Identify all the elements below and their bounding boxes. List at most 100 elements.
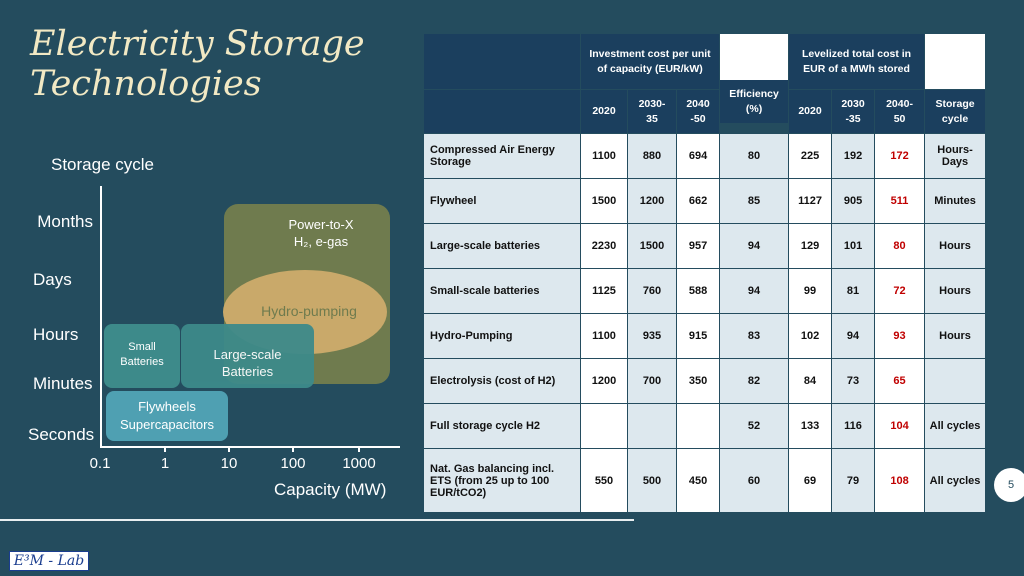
table-cell: 172	[874, 133, 926, 179]
y-level-minutes: Minutes	[33, 374, 93, 393]
table-cell: 1127	[788, 178, 833, 224]
page-title: Electricity Storage Technologies	[30, 24, 365, 104]
header-inv-2030: 2030- 35	[627, 89, 677, 134]
row-technology-name: Flywheel	[423, 178, 581, 224]
x-tick-label: 1000	[342, 455, 376, 472]
table-cell: 760	[627, 268, 677, 314]
table-cell	[924, 358, 987, 404]
row-technology-name: Electrolysis (cost of H2)	[423, 358, 581, 404]
header-inv-2020: 2020	[580, 89, 628, 134]
table-cell: 694	[675, 133, 721, 179]
header-efficiency: Efficiency (%)	[719, 79, 790, 124]
table-cell: 94	[719, 223, 790, 269]
x-tick-label: 0.1	[89, 455, 111, 472]
table-cell: 82	[719, 358, 790, 404]
table-cell: 133	[788, 403, 833, 449]
table-cell: 79	[831, 448, 876, 513]
table-cell: 104	[874, 403, 926, 449]
title-line-2: Technologies	[30, 64, 262, 104]
table-cell: 550	[580, 448, 628, 513]
table-header-blank	[423, 33, 581, 90]
table-cell: Hours- Days	[924, 133, 987, 179]
header-investment-cost: Investment cost per unit of capacity (EU…	[579, 33, 721, 90]
row-technology-name: Full storage cycle H2	[423, 403, 581, 449]
table-cell: 85	[719, 178, 790, 224]
region-flywheels: Flywheels Supercapacitors	[106, 391, 228, 441]
table-cell: 957	[675, 223, 721, 269]
y-level-days: Days	[33, 270, 72, 289]
table-cell: 80	[719, 133, 790, 179]
table-row: Small-scale batteries 1125 760 588 94 99 81 72 H…	[423, 268, 987, 314]
table-cell: 915	[675, 313, 721, 359]
table-cell: Hours	[924, 268, 987, 314]
header-lev-2040: 2040- 50	[874, 89, 926, 134]
row-technology-name: Small-scale batteries	[423, 268, 581, 314]
x-tick-label: 10	[220, 455, 238, 472]
table-cell: 662	[675, 178, 721, 224]
x-tick-mark	[164, 446, 166, 452]
region-large-batteries: Large-scale Batteries	[181, 324, 314, 388]
table-row: Nat. Gas balancing incl. ETS (from 25 up…	[423, 448, 987, 513]
table-row: Electrolysis (cost of H2) 1200 700 350 82 84 7…	[423, 358, 987, 404]
table-cell: 69	[788, 448, 833, 513]
table-cell: 588	[675, 268, 721, 314]
table-cell: 192	[831, 133, 876, 179]
table-cell: 72	[874, 268, 926, 314]
header-inv-2040: 2040 -50	[675, 89, 721, 134]
table-cell: 1200	[580, 358, 628, 404]
table-cell: 80	[874, 223, 926, 269]
x-tick-label: 100	[280, 455, 306, 472]
table-cell: Minutes	[924, 178, 987, 224]
table-cell: All cycles	[924, 448, 987, 513]
table-row: Large-scale batteries 2230 1500 957 94 129 101…	[423, 223, 987, 269]
table-cell: 1100	[580, 133, 628, 179]
table-cell: 129	[788, 223, 833, 269]
table-cell: 83	[719, 313, 790, 359]
x-tick-mark	[228, 446, 230, 452]
header-storage-cycle: Storage cycle	[924, 89, 987, 134]
table-cell: 81	[831, 268, 876, 314]
table-cell: 60	[719, 448, 790, 513]
table-cell: 93	[874, 313, 926, 359]
page-number: 5	[994, 468, 1024, 502]
table-header-blank	[423, 89, 581, 134]
header-lev-2020: 2020	[788, 89, 833, 134]
table-cell: 700	[627, 358, 677, 404]
table-cell: 108	[874, 448, 926, 513]
table-row: Hydro-Pumping 1100 935 915 83 102 94 93 Hours	[423, 313, 987, 359]
x-axis	[100, 446, 400, 448]
table-cell	[580, 403, 628, 449]
table-cell: 2230	[580, 223, 628, 269]
x-axis-label: Capacity (MW)	[274, 480, 387, 499]
row-technology-name: Nat. Gas balancing incl. ETS (from 25 up…	[423, 448, 581, 513]
table-cell: All cycles	[924, 403, 987, 449]
table-cell: 116	[831, 403, 876, 449]
table-row: Compressed Air Energy Storage 1100 880 694 8…	[423, 133, 987, 179]
header-lev-2030: 2030 -35	[831, 89, 876, 134]
header-cycle-top	[924, 33, 987, 90]
table-cell: 1200	[627, 178, 677, 224]
title-line-1: Electricity Storage	[30, 24, 365, 64]
table-cell: 880	[627, 133, 677, 179]
header-levelized-cost: Levelized total cost in EUR of a MWh sto…	[788, 33, 926, 90]
region-small-batteries: Small Batteries	[104, 324, 180, 388]
table-cell: 1125	[580, 268, 628, 314]
table-cell: 94	[831, 313, 876, 359]
table-cell	[627, 403, 677, 449]
x-tick-mark	[358, 446, 360, 452]
table-cell: 935	[627, 313, 677, 359]
table-cell: 500	[627, 448, 677, 513]
table-cell: 1500	[627, 223, 677, 269]
y-level-seconds: Seconds	[28, 425, 95, 444]
table-cell	[675, 403, 721, 449]
e3m-lab-logo: E³M - Lab	[9, 551, 89, 571]
table-cell: 102	[788, 313, 833, 359]
table-cell: 1500	[580, 178, 628, 224]
y-axis-label: Storage cycle	[51, 155, 154, 174]
table-cell: 350	[675, 358, 721, 404]
table-cell: 52	[719, 403, 790, 449]
row-technology-name: Large-scale batteries	[423, 223, 581, 269]
x-tick-label: 1	[160, 455, 170, 472]
table-cell: 450	[675, 448, 721, 513]
y-axis	[100, 186, 102, 448]
